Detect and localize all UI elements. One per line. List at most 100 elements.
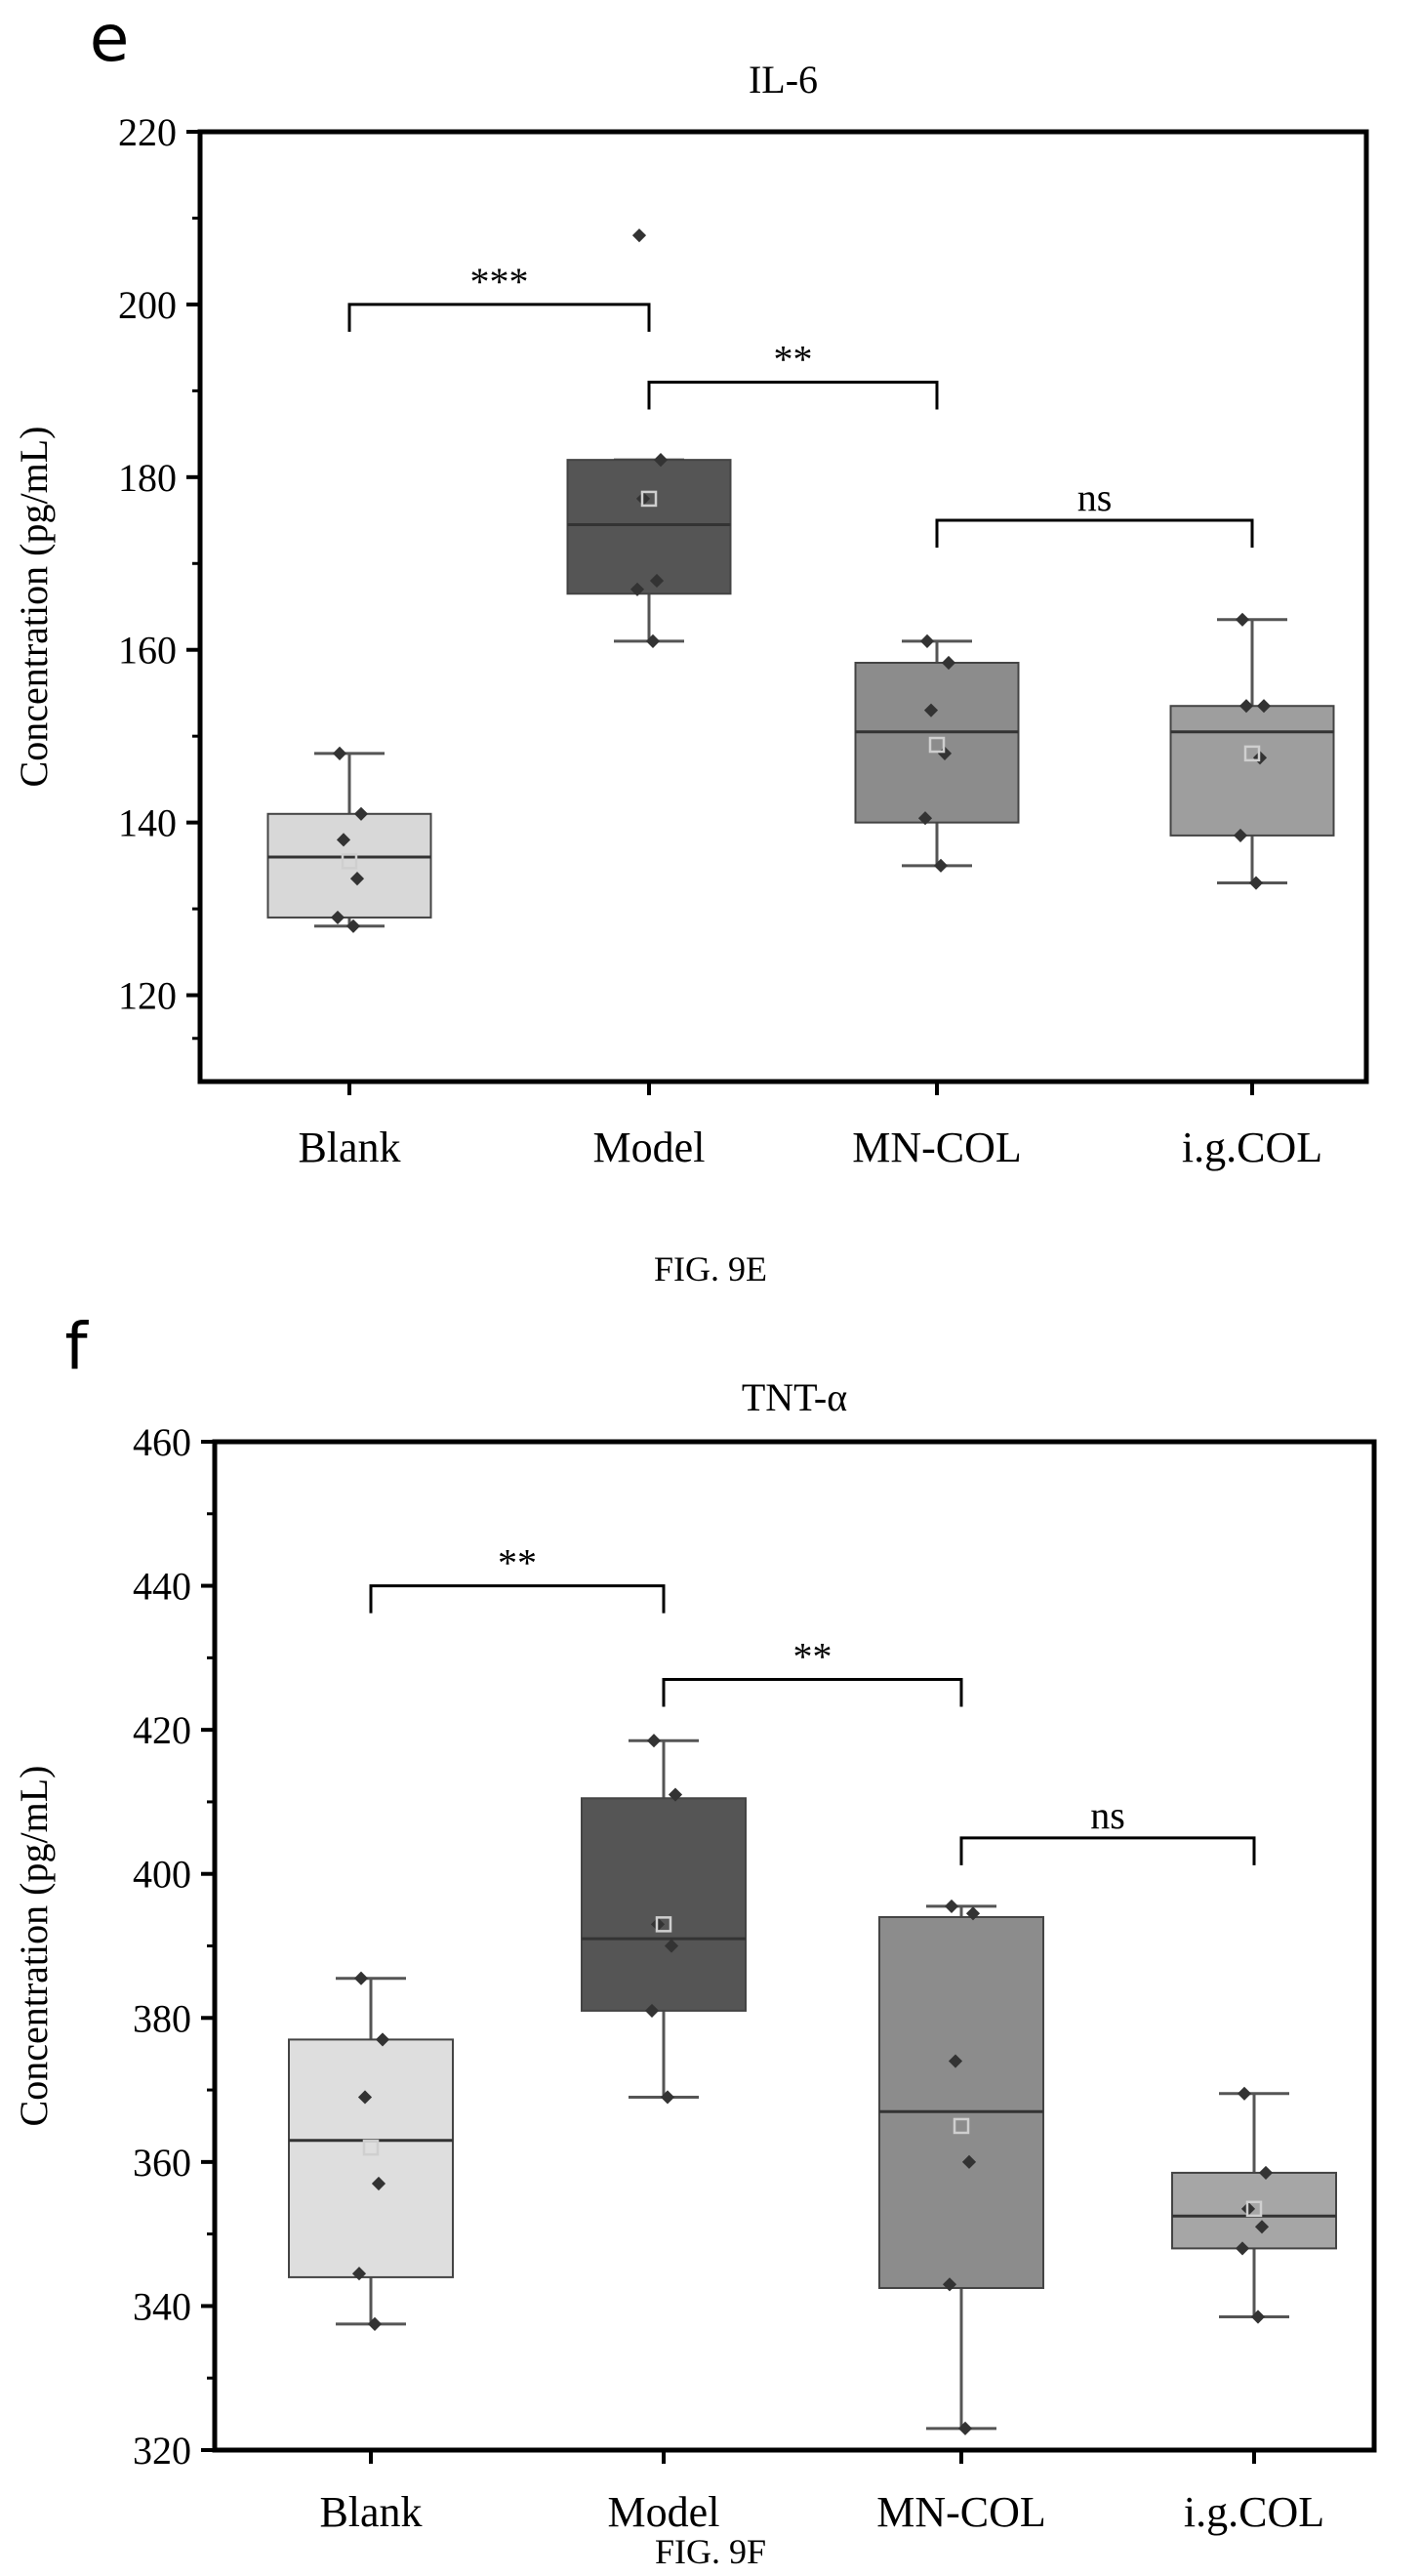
chart-title: TNT-α — [742, 1375, 847, 1419]
y-tick-label: 140 — [118, 801, 177, 845]
data-point — [649, 573, 665, 589]
data-point — [1233, 828, 1248, 842]
data-point — [664, 1939, 679, 1953]
significance-bracket: ** — [647, 338, 939, 410]
mean-marker — [362, 2139, 380, 2156]
data-point — [336, 833, 351, 847]
y-tick-label: 220 — [118, 110, 177, 154]
mean-marker — [341, 853, 358, 870]
significance-label: ns — [1090, 1793, 1125, 1837]
mean-marker — [1245, 2200, 1263, 2218]
data-point — [944, 1899, 959, 1913]
x-tick-label: MN-COL — [876, 2488, 1046, 2536]
data-point — [353, 1971, 369, 1985]
data-point — [332, 746, 347, 760]
bracket-line — [662, 1677, 963, 1707]
panel-f: f TNT-α ** ** ns 320 340 360 380 400 420 440 460 Blan… — [12, 1309, 1377, 2571]
mean-marker — [928, 736, 946, 754]
box-iqr — [266, 812, 432, 919]
significance-label: ** — [774, 338, 813, 382]
figure-caption: FIG. 9E — [654, 1249, 767, 1288]
panel-letter: e — [90, 1, 130, 76]
significance-label: ** — [793, 1634, 832, 1678]
box-iqr — [854, 661, 1020, 824]
significance-bracket: ** — [369, 1541, 666, 1614]
x-tick-label: Blank — [298, 1124, 400, 1171]
bracket-line — [647, 381, 939, 410]
box-iqr — [1169, 705, 1335, 837]
data-point — [646, 1734, 662, 1748]
box-iqr — [878, 1915, 1044, 2289]
mean-marker — [640, 490, 658, 508]
data-point — [1238, 699, 1254, 714]
significance-label: *** — [470, 260, 529, 304]
y-tick-label: 340 — [133, 2284, 191, 2328]
y-tick-label: 200 — [118, 283, 177, 327]
data-point — [923, 703, 939, 717]
data-point — [917, 811, 933, 826]
box-blank — [266, 746, 432, 933]
data-point — [645, 634, 661, 648]
mean-marker — [1243, 745, 1261, 762]
significance-label: ns — [1077, 475, 1113, 519]
data-point — [941, 655, 956, 671]
data-point — [653, 453, 669, 468]
significance-bracket: ns — [959, 1793, 1256, 1865]
chart-title: IL-6 — [749, 58, 818, 102]
data-point — [933, 858, 949, 873]
box-model — [581, 1734, 747, 2105]
y-tick-label: 120 — [118, 974, 177, 1018]
box-iqr — [288, 2038, 454, 2278]
y-axis-label: Concentration (pg/mL) — [12, 1766, 56, 2127]
data-point — [965, 1906, 981, 1921]
box-blank — [288, 1971, 454, 2331]
significance-bracket: *** — [347, 260, 651, 332]
data-point — [631, 228, 647, 243]
y-tick-label: 180 — [118, 456, 177, 500]
box-iqr — [566, 459, 732, 595]
box-iqr — [1171, 2171, 1337, 2250]
y-tick-label: 380 — [133, 1996, 191, 2040]
x-tick-label: Model — [608, 2488, 720, 2536]
x-tick-label: i.g.COL — [1182, 1124, 1322, 1171]
box-i-g-col — [1169, 612, 1335, 890]
y-tick-label: 320 — [133, 2429, 191, 2473]
data-point — [353, 806, 369, 821]
data-point — [937, 746, 953, 760]
data-point — [330, 910, 345, 925]
x-tick-label: Blank — [319, 2488, 422, 2536]
y-tick-label: 400 — [133, 1853, 191, 1897]
data-point — [1256, 699, 1272, 714]
plot-frame — [212, 1439, 1377, 2453]
mean-marker — [953, 2117, 970, 2135]
box-mn-col — [854, 634, 1020, 873]
x-tick-label: Model — [593, 1124, 706, 1171]
box-iqr — [581, 1797, 747, 2012]
significance-bracket: ** — [662, 1634, 963, 1707]
box-model — [566, 228, 732, 648]
data-point — [668, 1787, 683, 1802]
bracket-line — [935, 518, 1254, 549]
x-tick-label: MN-COL — [852, 1124, 1022, 1171]
data-point — [629, 582, 645, 596]
data-point — [919, 634, 935, 648]
significance-label: ** — [498, 1541, 537, 1585]
figure-caption: FIG. 9F — [655, 2532, 766, 2571]
y-tick-label: 420 — [133, 1708, 191, 1752]
bracket-line — [369, 1584, 666, 1614]
data-point — [349, 872, 365, 886]
panel-letter: f — [64, 1309, 89, 1384]
y-axis-label: Concentration (pg/mL) — [12, 427, 56, 788]
data-point — [1235, 612, 1250, 627]
y-tick-label: 360 — [133, 2141, 191, 2185]
data-point — [345, 919, 361, 933]
y-tick-label: 160 — [118, 629, 177, 673]
bracket-line — [347, 303, 651, 332]
y-tick-label: 460 — [133, 1420, 191, 1464]
significance-bracket: ns — [935, 475, 1254, 549]
data-point — [1237, 2086, 1252, 2101]
mean-marker — [655, 1916, 672, 1933]
y-tick-label: 440 — [133, 1565, 191, 1609]
box-i-g-col — [1171, 2086, 1337, 2324]
